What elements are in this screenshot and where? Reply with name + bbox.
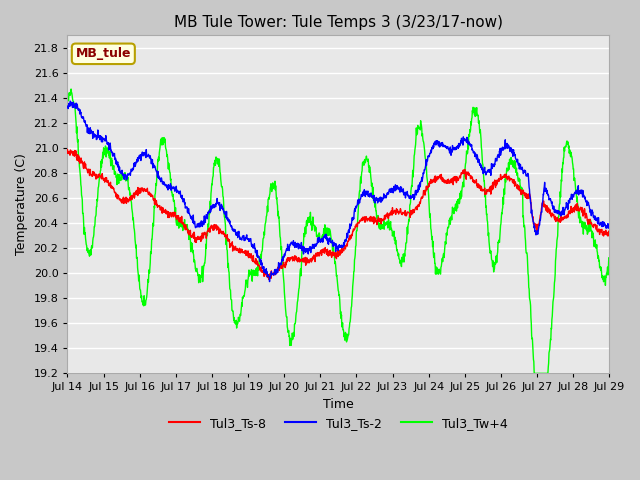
Legend: Tul3_Ts-8, Tul3_Ts-2, Tul3_Tw+4: Tul3_Ts-8, Tul3_Ts-2, Tul3_Tw+4 (164, 412, 513, 435)
X-axis label: Time: Time (323, 398, 354, 411)
Y-axis label: Temperature (C): Temperature (C) (15, 154, 28, 255)
Title: MB Tule Tower: Tule Temps 3 (3/23/17-now): MB Tule Tower: Tule Temps 3 (3/23/17-now… (174, 15, 503, 30)
Text: MB_tule: MB_tule (76, 48, 131, 60)
